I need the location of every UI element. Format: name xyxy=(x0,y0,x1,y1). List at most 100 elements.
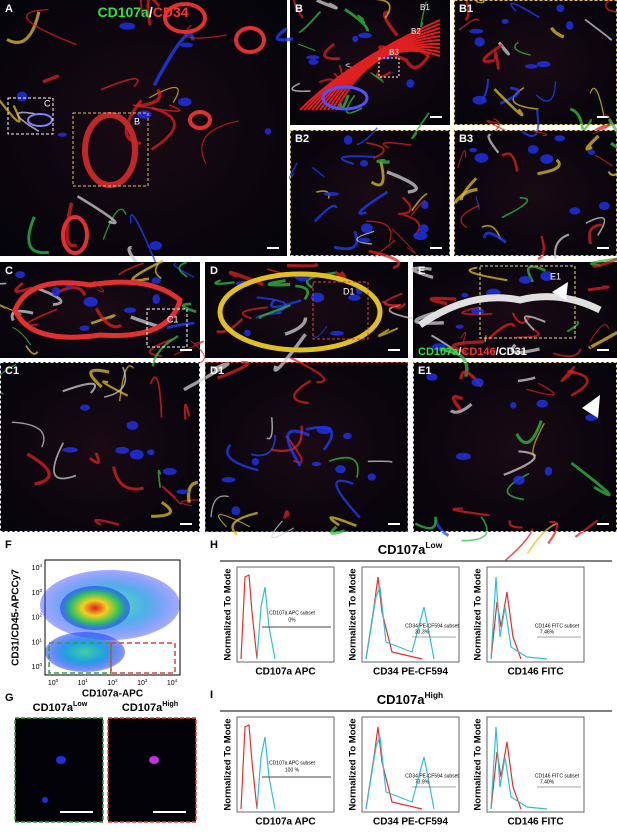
fiber xyxy=(566,320,580,333)
fiber xyxy=(316,190,330,199)
fiber xyxy=(102,208,127,240)
fiber xyxy=(103,366,127,398)
micrograph xyxy=(205,362,408,532)
nucleus xyxy=(426,373,438,381)
fiber xyxy=(186,480,199,503)
nucleus xyxy=(264,128,272,135)
text-part: 10 xyxy=(32,664,40,671)
fiber xyxy=(607,118,617,149)
fiber xyxy=(378,327,399,337)
fiber xyxy=(356,127,378,146)
fiber xyxy=(149,376,163,418)
nucleus xyxy=(342,432,352,440)
fiber xyxy=(607,170,617,177)
fiber xyxy=(376,158,390,164)
fiber xyxy=(391,228,416,254)
fiber xyxy=(131,259,164,282)
fiber xyxy=(270,425,303,452)
section-title: CD107aLow xyxy=(378,540,443,557)
fiber xyxy=(306,271,336,289)
fiber xyxy=(14,282,33,293)
fiber xyxy=(487,133,500,154)
fiber xyxy=(118,365,134,402)
fiber xyxy=(344,8,369,32)
arrowhead xyxy=(552,282,568,300)
text-part: 10 xyxy=(32,614,40,621)
text-part: Low xyxy=(425,540,442,550)
fiber xyxy=(370,161,385,187)
gate-value: 7.46% xyxy=(540,629,555,635)
gate-label: CD146 FITC subset xyxy=(535,773,580,779)
panel-label: D1 xyxy=(210,365,224,377)
nucleus xyxy=(231,506,241,516)
fiber xyxy=(298,10,322,34)
nucleus xyxy=(357,237,371,243)
text-part: CD107a xyxy=(33,702,74,714)
histogram-curve xyxy=(256,736,276,810)
inset-box xyxy=(378,57,400,78)
nucleus xyxy=(544,466,553,476)
y-tick-label: 101 xyxy=(32,637,43,646)
fiber xyxy=(414,311,444,325)
fiber xyxy=(26,8,78,46)
fiber xyxy=(550,26,565,39)
text-part: 10 xyxy=(137,680,145,687)
fiber xyxy=(450,403,473,414)
nucleus xyxy=(352,35,359,43)
fiber xyxy=(420,1,427,28)
nucleus xyxy=(151,277,161,284)
fiber xyxy=(161,485,182,506)
text-part: High xyxy=(162,700,178,708)
y-axis-label: Normalized To Mode xyxy=(223,718,234,810)
fiber xyxy=(460,331,467,343)
fiber xyxy=(535,81,557,102)
fiber xyxy=(560,365,576,383)
fiber xyxy=(605,0,617,13)
nucleus xyxy=(536,61,551,68)
fiber xyxy=(382,142,412,149)
fiber xyxy=(532,423,545,456)
fiber xyxy=(587,223,603,245)
fiber xyxy=(592,113,612,135)
fiber xyxy=(241,306,268,320)
nucleus xyxy=(469,147,478,153)
fiber xyxy=(411,192,428,212)
fiber xyxy=(146,0,161,26)
fiber xyxy=(503,450,536,476)
nucleus xyxy=(455,324,464,329)
nucleus xyxy=(501,18,509,25)
panel-label: B1 xyxy=(459,3,473,15)
nucleus xyxy=(251,458,260,466)
fiber xyxy=(312,166,325,178)
panel-border xyxy=(290,130,450,256)
cell xyxy=(149,756,159,764)
fiber xyxy=(526,265,546,283)
fiber xyxy=(411,266,434,279)
image-title: CD107aLow xyxy=(33,700,88,714)
panel-legend: CD107a/CD146/CD31 xyxy=(418,346,527,358)
nucleus xyxy=(129,449,144,460)
nucleus xyxy=(323,191,340,197)
nucleus xyxy=(367,473,376,481)
text-part: 10 xyxy=(32,639,40,646)
fiber xyxy=(482,231,507,244)
fiber xyxy=(284,317,308,336)
gate-label: CD107a APC subset xyxy=(269,610,315,616)
nucleus xyxy=(119,22,136,30)
panel-label: H xyxy=(210,539,218,551)
fiber xyxy=(510,2,540,19)
gate-label: CD34 PE-CF594 subset xyxy=(405,623,459,629)
section-title: CD107aHigh xyxy=(377,690,443,707)
fiber xyxy=(511,312,531,324)
text-part: 0 xyxy=(39,662,42,667)
histogram-curve xyxy=(490,576,548,660)
fiber xyxy=(190,340,205,365)
text-part: CD107a xyxy=(378,542,426,557)
nucleus xyxy=(536,399,548,408)
fiber xyxy=(461,516,488,542)
nucleus xyxy=(471,378,484,387)
x-axis-label: CD146 FITC xyxy=(507,667,563,678)
y-axis-label: CD31/CD45-APCCy7 xyxy=(11,569,22,666)
nucleus xyxy=(474,37,485,47)
